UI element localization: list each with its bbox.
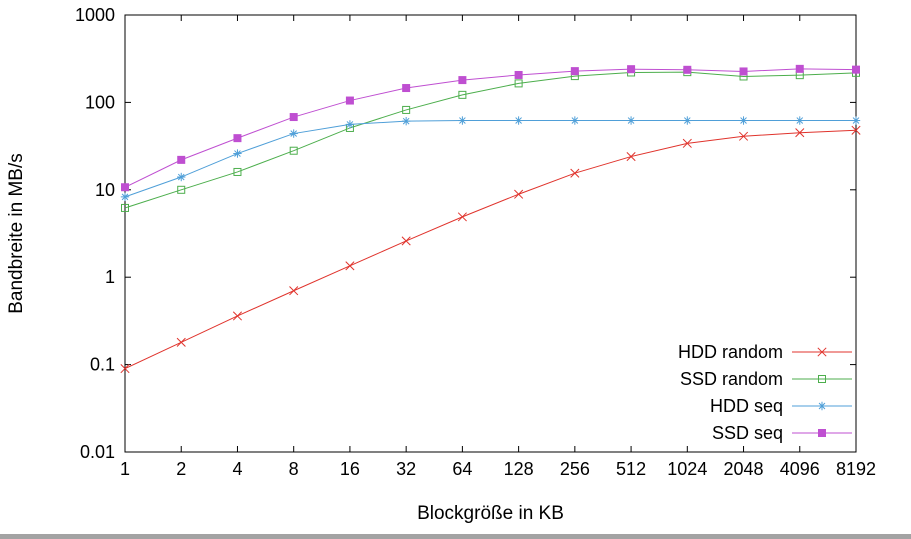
marker-cross bbox=[817, 347, 827, 357]
marker-filled-square bbox=[570, 67, 579, 76]
legend-entry-hdd-random: HDD random bbox=[678, 342, 852, 362]
marker-asterisk bbox=[121, 193, 129, 201]
marker-open-square bbox=[121, 203, 129, 212]
plot-border bbox=[124, 14, 857, 453]
marker-asterisk bbox=[818, 402, 826, 410]
x-tick-label: 1 bbox=[120, 459, 130, 479]
marker-cross bbox=[345, 261, 355, 271]
x-tick-label: 64 bbox=[452, 459, 472, 479]
marker-filled-square bbox=[345, 96, 354, 105]
series-line-ssd-seq bbox=[124, 68, 857, 188]
marker-asterisk bbox=[796, 117, 804, 124]
x-tick-label: 8192 bbox=[836, 459, 876, 479]
x-tick-label: 512 bbox=[616, 459, 646, 479]
window-bottom-edge bbox=[0, 534, 911, 539]
marker-cross bbox=[401, 236, 411, 246]
legend-label-ssd-random: SSD random bbox=[680, 369, 783, 389]
x-tick-label: 256 bbox=[560, 459, 590, 479]
marker-cross bbox=[682, 138, 692, 148]
x-tick-label: 4 bbox=[232, 459, 242, 479]
legend-label-hdd-seq: HDD seq bbox=[710, 396, 783, 416]
x-tick-label: 128 bbox=[504, 459, 534, 479]
series-line-hdd-seq bbox=[124, 120, 856, 198]
legend-label-hdd-random: HDD random bbox=[678, 342, 783, 362]
marker-filled-square bbox=[627, 65, 636, 74]
marker-cross bbox=[457, 212, 467, 222]
x-tick-label: 2 bbox=[176, 459, 186, 479]
legend-entry-ssd-random: SSD random bbox=[680, 369, 852, 389]
marker-open-square bbox=[458, 90, 467, 99]
y-tick-label: 0.1 bbox=[90, 355, 115, 375]
marker-asterisk bbox=[852, 117, 860, 124]
x-tick-label: 32 bbox=[396, 459, 416, 479]
marker-filled-square bbox=[233, 134, 242, 143]
marker-filled-square bbox=[177, 155, 186, 164]
marker-asterisk bbox=[627, 117, 635, 124]
marker-asterisk bbox=[290, 130, 298, 137]
y-tick-label: 100 bbox=[85, 92, 115, 112]
marker-asterisk bbox=[683, 117, 691, 124]
marker-filled-square bbox=[795, 64, 804, 73]
marker-open-square bbox=[177, 185, 186, 194]
marker-open-square bbox=[818, 375, 826, 383]
marker-filled-square bbox=[121, 183, 129, 192]
marker-cross bbox=[289, 286, 299, 296]
marker-filled-square bbox=[683, 65, 692, 74]
series-hdd-seq bbox=[120, 116, 861, 202]
series-hdd-random bbox=[120, 125, 861, 374]
marker-cross bbox=[570, 168, 580, 178]
marker-cross bbox=[795, 128, 805, 138]
marker-cross bbox=[514, 189, 524, 199]
y-axis-title: Bandbreite in MB/s bbox=[6, 153, 27, 314]
series-ssd-seq bbox=[121, 64, 860, 192]
marker-asterisk bbox=[234, 150, 241, 157]
series-line-ssd-random bbox=[124, 71, 857, 209]
marker-filled-square bbox=[852, 65, 860, 74]
marker-filled-square bbox=[289, 113, 298, 122]
marker-asterisk bbox=[177, 173, 185, 181]
y-tick-label: 0.01 bbox=[80, 442, 115, 462]
marker-asterisk bbox=[402, 117, 410, 125]
marker-asterisk bbox=[459, 117, 466, 124]
marker-cross bbox=[232, 311, 243, 321]
series-line-hdd-random bbox=[124, 129, 857, 370]
marker-asterisk bbox=[515, 117, 522, 124]
marker-filled-square bbox=[818, 429, 826, 437]
legend-entry-ssd-seq: SSD seq bbox=[712, 423, 852, 443]
marker-cross bbox=[851, 125, 861, 135]
marker-cross bbox=[738, 131, 749, 141]
marker-cross bbox=[626, 152, 636, 162]
marker-open-square bbox=[289, 146, 298, 155]
marker-asterisk bbox=[571, 117, 579, 124]
marker-open-square bbox=[402, 105, 411, 114]
marker-filled-square bbox=[402, 84, 411, 93]
marker-cross bbox=[120, 364, 130, 374]
marker-open-square bbox=[233, 167, 242, 176]
y-tick-label: 1000 bbox=[75, 5, 115, 25]
marker-asterisk bbox=[740, 117, 747, 124]
x-tick-label: 2048 bbox=[724, 459, 764, 479]
marker-filled-square bbox=[514, 70, 523, 79]
y-tick-label: 1 bbox=[105, 267, 115, 287]
marker-cross bbox=[176, 337, 186, 347]
x-axis-title: Blockgröße in KB bbox=[417, 503, 564, 524]
legend-entry-hdd-seq: HDD seq bbox=[710, 396, 852, 416]
x-tick-label: 1024 bbox=[667, 459, 707, 479]
marker-asterisk bbox=[346, 121, 354, 128]
x-tick-label: 8 bbox=[289, 459, 299, 479]
marker-filled-square bbox=[739, 67, 748, 76]
legend-label-ssd-seq: SSD seq bbox=[712, 423, 783, 443]
x-tick-label: 4096 bbox=[780, 459, 820, 479]
x-tick-label: 16 bbox=[340, 459, 360, 479]
y-tick-label: 10 bbox=[95, 180, 115, 200]
marker-filled-square bbox=[458, 76, 467, 85]
marker-open-square bbox=[514, 79, 523, 88]
